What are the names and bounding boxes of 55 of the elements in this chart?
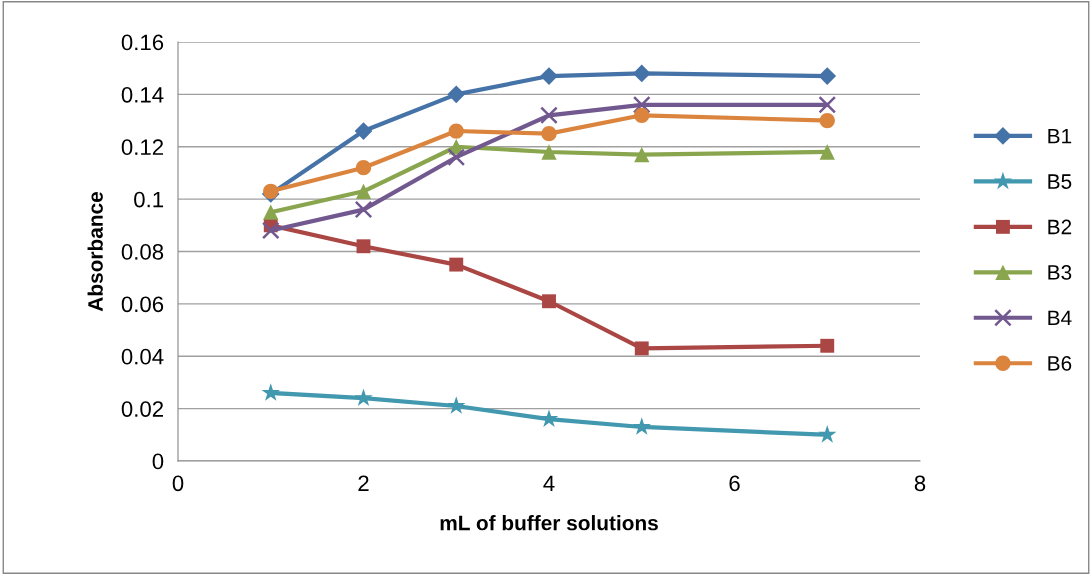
point (355, 160, 372, 176)
point (819, 112, 835, 129)
legend-label: B2 (1048, 219, 1072, 235)
point (632, 417, 651, 435)
point (447, 148, 466, 167)
point (354, 122, 373, 140)
y-tick-label: 0.08 (121, 244, 164, 260)
y-axis-title: Absorbance (87, 192, 103, 312)
y-tick-label: 0.04 (121, 348, 164, 365)
point (818, 67, 837, 85)
point (354, 200, 373, 219)
legend-label: B4 (1048, 310, 1072, 326)
point (820, 338, 835, 353)
point (540, 106, 558, 125)
x-tick-label: 6 (729, 475, 740, 492)
y-tick-label: 0.02 (121, 401, 163, 417)
point (541, 144, 557, 160)
point (449, 257, 464, 272)
x-axis-title: mL of buffer solutions (440, 515, 658, 531)
point (447, 85, 466, 104)
x-tick-label: 0 (172, 475, 184, 492)
point (634, 341, 649, 356)
point (634, 107, 650, 123)
y-tick-label: 0.16 (121, 34, 164, 51)
point (355, 183, 372, 199)
point (540, 67, 558, 85)
x-tick-label: 2 (358, 475, 369, 491)
point (632, 95, 651, 114)
point (261, 221, 280, 240)
point (819, 144, 835, 160)
point (634, 146, 650, 163)
point (356, 239, 371, 254)
legend-label: B5 (1048, 174, 1072, 189)
x-tick-label: 8 (914, 475, 926, 492)
point (448, 123, 464, 139)
point (447, 396, 466, 414)
y-tick-label: 0.1 (134, 191, 164, 208)
point (354, 388, 373, 407)
legend-label: B6 (1048, 356, 1072, 371)
y-tick-label: 0 (152, 453, 164, 470)
y-tick-label: 0.06 (121, 296, 164, 313)
point (539, 409, 559, 427)
y-tick-label: 0.12 (121, 139, 163, 156)
x-tick-label: 4 (543, 475, 555, 491)
point (263, 183, 279, 199)
point (263, 204, 279, 220)
point (818, 425, 837, 443)
point (542, 294, 556, 309)
point (541, 126, 557, 142)
point (818, 95, 837, 114)
point (261, 383, 280, 401)
point (632, 64, 651, 83)
legend-label: B1 (1048, 128, 1072, 144)
legend-label: B3 (1048, 265, 1072, 280)
y-tick-label: 0.14 (121, 86, 164, 103)
